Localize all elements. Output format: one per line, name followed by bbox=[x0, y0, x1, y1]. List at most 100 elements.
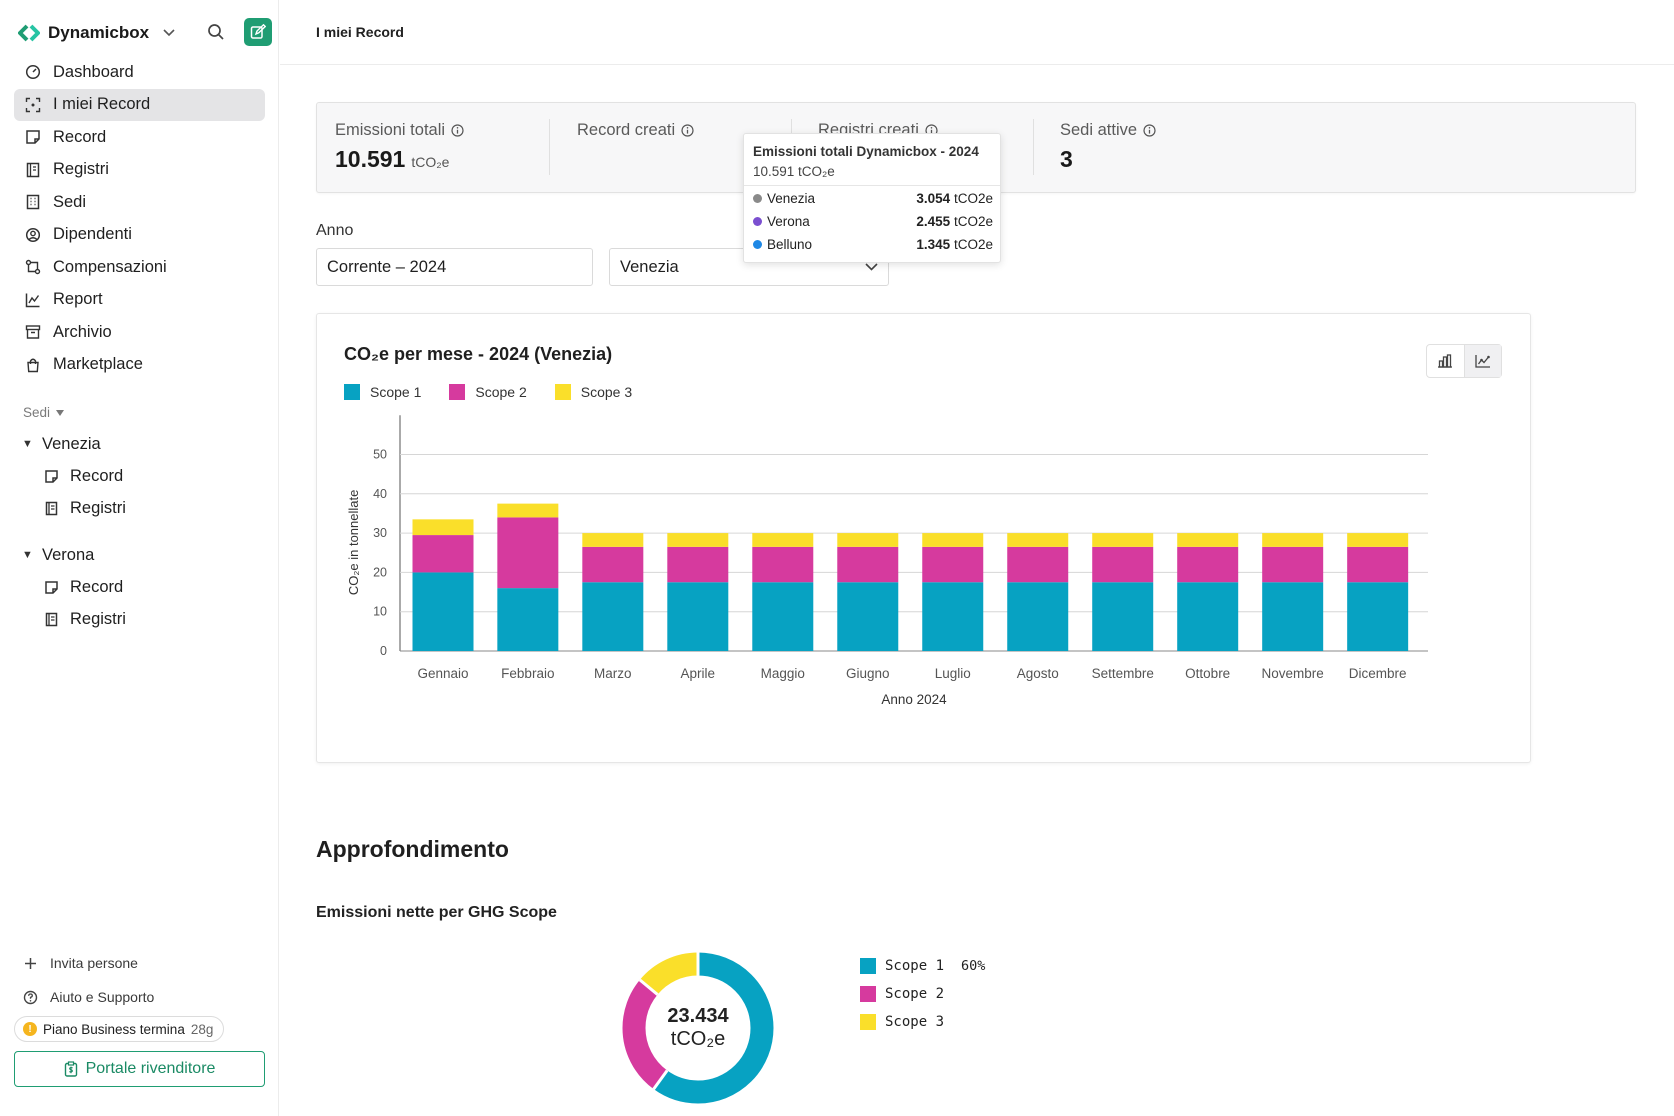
donut-legend-item[interactable]: Scope 1 60% bbox=[860, 952, 985, 980]
donut-slice-scope-2[interactable] bbox=[622, 952, 774, 1104]
stat-sedi-attive: Sedi attive 3 bbox=[1060, 121, 1156, 173]
bar-scope-2-maggio bbox=[752, 546, 814, 583]
stat-value: 10.591 bbox=[335, 146, 406, 172]
scope-donut-chart bbox=[622, 952, 774, 1104]
y-tick-label: 0 bbox=[380, 644, 387, 658]
x-tick-label: Gennaio bbox=[417, 666, 468, 681]
help-support-link[interactable]: Aiuto e Supporto bbox=[22, 980, 262, 1014]
tooltip-row-name: Verona bbox=[767, 214, 810, 229]
main-nav: Dashboard I miei Record Record Registri Sedi… bbox=[14, 56, 265, 381]
line-chart-toggle[interactable] bbox=[1463, 345, 1501, 377]
sidebar-item-registri[interactable]: Registri bbox=[14, 154, 265, 187]
bar-scope-2-luglio bbox=[922, 546, 984, 583]
plan-text: Piano Business termina bbox=[43, 1021, 185, 1037]
donut-legend-item[interactable]: Scope 3 bbox=[860, 1008, 985, 1036]
dot-icon bbox=[753, 194, 762, 203]
bar-scope-1-giugno bbox=[837, 582, 899, 651]
sidebar-item-dashboard[interactable]: Dashboard bbox=[14, 56, 265, 89]
sidebar-item-i-miei-record[interactable]: I miei Record bbox=[14, 88, 265, 121]
chart-icon bbox=[25, 293, 39, 307]
legend-item[interactable]: Scope 2 bbox=[449, 384, 527, 400]
tree-venezia-record[interactable]: Record bbox=[22, 460, 262, 493]
bar-scope-1-ottobre bbox=[1177, 582, 1239, 651]
sidebar-item-record[interactable]: Record bbox=[14, 121, 265, 154]
sidebar-item-report[interactable]: Report bbox=[14, 284, 265, 317]
search-button[interactable] bbox=[202, 18, 230, 46]
donut-separator bbox=[638, 978, 659, 996]
sidebar-item-sedi[interactable]: Sedi bbox=[14, 186, 265, 219]
bar-scope-2-ottobre bbox=[1177, 546, 1239, 583]
legend-swatch bbox=[860, 986, 876, 1002]
chevron-down-icon bbox=[163, 29, 175, 37]
tree-verona-registri[interactable]: Registri bbox=[22, 604, 262, 637]
x-tick-label: Luglio bbox=[935, 666, 971, 681]
bar-scope-3-gennaio bbox=[412, 519, 474, 536]
tree-sede-label: Venezia bbox=[42, 434, 101, 453]
donut-legend-item[interactable]: Scope 2 bbox=[860, 980, 985, 1008]
reseller-portal-button[interactable]: Portale rivenditore bbox=[14, 1051, 265, 1087]
sidebar-item-label: Sedi bbox=[53, 192, 87, 211]
tree-sede-venezia[interactable]: ▼ Venezia bbox=[22, 428, 262, 460]
bar-scope-1-dicembre bbox=[1347, 582, 1409, 651]
section-title: Approfondimento bbox=[316, 836, 509, 862]
sidebar-item-marketplace[interactable]: Marketplace bbox=[14, 349, 265, 382]
tooltip-row: Belluno 1.345 tCO2e bbox=[753, 237, 993, 252]
y-tick-label: 20 bbox=[373, 565, 387, 579]
line-chart-icon bbox=[1475, 355, 1490, 368]
info-icon[interactable] bbox=[451, 124, 464, 137]
compose-button[interactable] bbox=[244, 18, 272, 46]
stat-emissioni-totali: Emissioni totali 10.591 tCO₂e bbox=[335, 121, 464, 173]
info-icon[interactable] bbox=[1143, 124, 1156, 137]
bar-scope-1-luglio bbox=[922, 582, 984, 651]
person-icon bbox=[25, 227, 40, 242]
tooltip-row-value: 3.054 bbox=[916, 191, 951, 206]
bag-icon bbox=[26, 358, 39, 372]
info-icon[interactable] bbox=[681, 124, 694, 137]
tooltip-row-value: 2.455 bbox=[916, 214, 951, 229]
donut-total: 23.434 tCO₂e bbox=[620, 950, 776, 1106]
legend-item[interactable]: Scope 1 bbox=[344, 384, 421, 400]
bar-chart-icon bbox=[1438, 354, 1453, 368]
bar-scope-3-novembre bbox=[1262, 533, 1324, 547]
bar-scope-2-gennaio bbox=[412, 535, 474, 573]
bar-scope-3-giugno bbox=[837, 533, 899, 547]
tree-sede-verona[interactable]: ▼ Verona bbox=[22, 539, 262, 571]
breadcrumb: I miei Record bbox=[316, 24, 404, 40]
sidebar-item-archivio[interactable]: Archivio bbox=[14, 316, 265, 349]
legend-swatch bbox=[860, 958, 876, 974]
bar-scope-2-marzo bbox=[582, 546, 644, 583]
legend-item[interactable]: Scope 3 bbox=[554, 384, 632, 400]
donut-legend: Scope 1 60% Scope 2 Scope 3 bbox=[860, 952, 985, 1036]
tree-venezia-registri[interactable]: Registri bbox=[22, 493, 262, 526]
legend-swatch bbox=[449, 384, 466, 400]
invite-people-link[interactable]: Invita persone bbox=[22, 946, 262, 980]
tree-verona-record[interactable]: Record bbox=[22, 571, 262, 604]
workspace-switcher[interactable]: Dynamicbox bbox=[18, 20, 175, 46]
x-tick-label: Marzo bbox=[594, 666, 632, 681]
bar-scope-3-dicembre bbox=[1347, 533, 1409, 547]
y-tick-label: 50 bbox=[373, 448, 387, 462]
tooltip-title: Emissioni totali Dynamicbox - 2024 bbox=[753, 144, 979, 159]
plus-icon bbox=[24, 957, 36, 969]
plan-badge[interactable]: ! Piano Business termina 28g bbox=[14, 1016, 225, 1042]
tree-item-label: Registri bbox=[70, 499, 126, 518]
anno-label: Anno bbox=[316, 222, 354, 239]
donut-total-value: 23.434 bbox=[667, 1005, 729, 1027]
x-tick-label: Aprile bbox=[681, 666, 716, 681]
legend-label: Scope 1 bbox=[370, 384, 422, 400]
anno-select-value: Corrente – 2024 bbox=[327, 257, 447, 276]
stat-record-creati: Record creati bbox=[577, 121, 694, 146]
compose-icon bbox=[250, 24, 266, 39]
anno-select[interactable]: Corrente – 2024 bbox=[316, 248, 593, 286]
sidebar-item-compensazioni[interactable]: Compensazioni bbox=[14, 251, 265, 284]
dashboard-icon bbox=[25, 65, 40, 80]
sidebar-item-label: Archivio bbox=[53, 322, 112, 341]
sede-select-value: Venezia bbox=[620, 257, 679, 276]
caret-down-icon bbox=[56, 409, 65, 416]
scan-icon bbox=[25, 97, 40, 112]
sedi-section-toggle[interactable]: Sedi bbox=[23, 405, 65, 420]
sidebar-item-dipendenti[interactable]: Dipendenti bbox=[14, 219, 265, 252]
bar-chart-toggle[interactable] bbox=[1427, 345, 1464, 377]
stacked-bar-chart: 0 10 20 30 40 50 CO₂e in tonnellate Gennaio Febb… bbox=[346, 415, 1428, 707]
bar-scope-1-gennaio bbox=[412, 572, 474, 651]
